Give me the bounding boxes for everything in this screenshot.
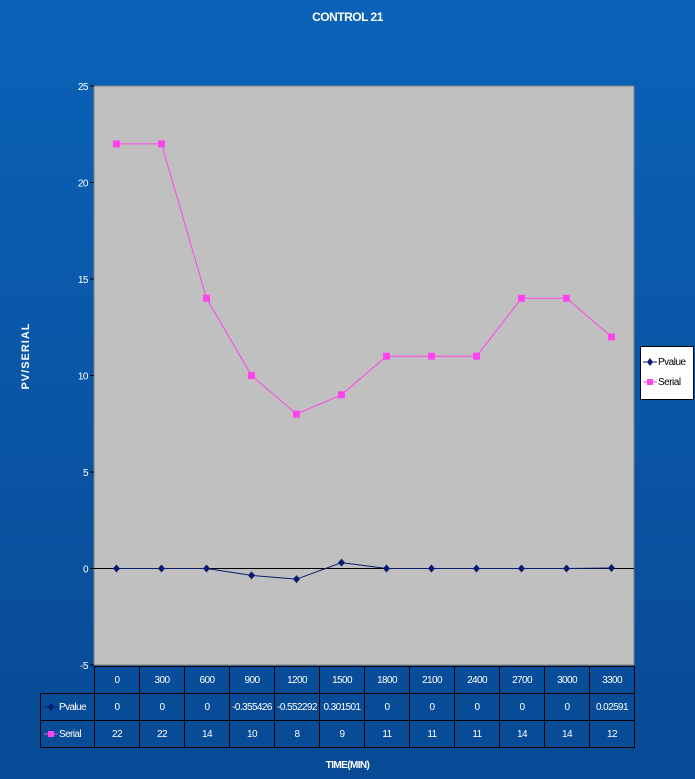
table-cell: 14: [544, 720, 590, 748]
pvalue-point: [248, 571, 255, 580]
legend-item-pvalue: Pvalue: [643, 355, 686, 369]
x-axis-label: TIME(MIN): [325, 760, 370, 771]
table-cell: 0: [499, 693, 545, 721]
table-cell: 12: [589, 720, 635, 748]
serial-point: [383, 352, 390, 360]
table-cell: 10: [229, 720, 275, 748]
table-row: Pvalue 0 0 0 -0.355426 -0.552292 0.301501 0 0 0 0…: [40, 693, 635, 721]
legend: Pvalue Serial: [640, 346, 694, 400]
pvalue-point: [608, 563, 615, 572]
y-tick-label: 15: [78, 275, 89, 286]
pvalue-point: [293, 575, 300, 584]
x-tick-label: 2400: [454, 666, 500, 694]
x-tick-label: 1800: [364, 666, 410, 694]
table-cell: 14: [184, 720, 230, 748]
legend-item-serial: Serial: [643, 375, 681, 389]
serial-point: [113, 140, 120, 148]
x-tick-label: 600: [184, 666, 230, 694]
table-row-label-serial: Serial: [59, 728, 82, 740]
table-cell: -0.552292: [274, 693, 320, 721]
table-cell: 0: [139, 693, 185, 721]
pvalue-key-icon: [643, 358, 657, 366]
y-tick-label: 20: [78, 179, 89, 190]
table-row-header-pvalue: Pvalue: [40, 693, 95, 721]
y-tick-label: 0: [83, 565, 89, 576]
table-cell: 0: [454, 693, 500, 721]
table-corner: [40, 666, 95, 694]
serial-point: [293, 410, 300, 418]
table-cell: 0: [544, 693, 590, 721]
serial-point: [518, 294, 525, 302]
pvalue-point: [428, 564, 435, 573]
table-cell: 0.02591: [589, 693, 635, 721]
table-row: Serial 22 22 14 10 8 9 11 11 11 14 14 12: [40, 720, 635, 748]
serial-key-icon: [44, 730, 58, 737]
legend-label-pvalue: Pvalue: [658, 356, 686, 368]
series-group: [113, 140, 615, 584]
table-cell: 11: [364, 720, 410, 748]
table-cell: 0: [364, 693, 410, 721]
series-line-pvalue: [116, 562, 612, 580]
pvalue-point: [518, 564, 525, 573]
x-tick-label: 3300: [589, 666, 635, 694]
pvalue-point: [113, 564, 120, 573]
table-cell: 9: [319, 720, 365, 748]
serial-point: [428, 352, 435, 360]
x-tick-label: 0: [94, 666, 140, 694]
serial-point: [338, 391, 345, 399]
x-tick-label: 2100: [409, 666, 455, 694]
table-row-label-pvalue: Pvalue: [59, 701, 87, 713]
data-table: 0 300 600 900 1200 1500 1800 2100 2400 2700 3000 33…: [40, 666, 635, 748]
x-tick-label: 900: [229, 666, 275, 694]
serial-point: [563, 294, 570, 302]
table-row-header-serial: Serial: [40, 720, 95, 748]
y-tick-label: 10: [78, 372, 89, 383]
table-cell: 0: [409, 693, 455, 721]
serial-point: [473, 352, 480, 360]
table-cell: -0.355426: [229, 693, 275, 721]
x-tick-label: 1500: [319, 666, 365, 694]
serial-key-icon: [643, 379, 657, 385]
x-tick-label: 2700: [499, 666, 545, 694]
table-header-row: 0 300 600 900 1200 1500 1800 2100 2400 2700 3000 33…: [40, 666, 635, 694]
table-cell: 14: [499, 720, 545, 748]
serial-point: [158, 140, 165, 148]
pvalue-key-icon: [44, 702, 58, 711]
pvalue-point: [338, 558, 345, 567]
pvalue-point: [563, 564, 570, 573]
y-tick-label: 25: [78, 82, 89, 93]
pvalue-point: [203, 564, 210, 573]
x-tick-label: 3000: [544, 666, 590, 694]
legend-label-serial: Serial: [658, 376, 681, 388]
series-line-serial: [116, 143, 612, 415]
x-tick-label: 300: [139, 666, 185, 694]
table-cell: 8: [274, 720, 320, 748]
x-tick-label: 1200: [274, 666, 320, 694]
table-cell: 11: [409, 720, 455, 748]
table-cell: 22: [94, 720, 140, 748]
table-cell: 0: [94, 693, 140, 721]
pvalue-point: [383, 564, 390, 573]
serial-point: [608, 333, 615, 341]
y-tick-label: 5: [83, 468, 89, 479]
serial-point: [248, 372, 255, 379]
table-cell: 0.301501: [319, 693, 365, 721]
table-cell: 22: [139, 720, 185, 748]
serial-point: [203, 294, 210, 302]
pvalue-point: [158, 564, 165, 573]
chart-title: CONTROL 21: [312, 10, 383, 24]
table-cell: 0: [184, 693, 230, 721]
pvalue-point: [473, 564, 480, 573]
table-cell: 11: [454, 720, 500, 748]
